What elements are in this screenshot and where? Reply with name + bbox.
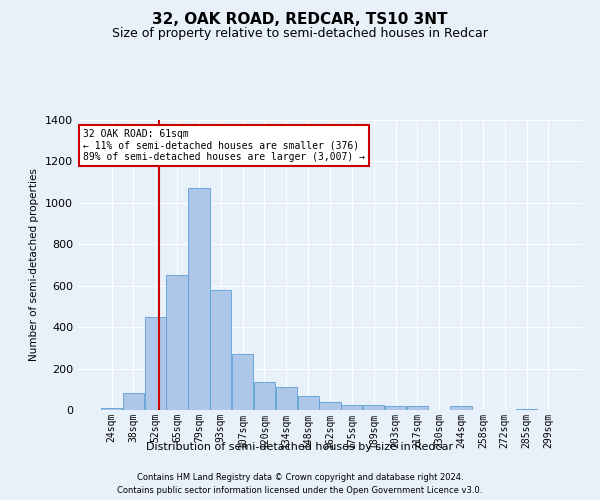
Text: Contains public sector information licensed under the Open Government Licence v3: Contains public sector information licen… bbox=[118, 486, 482, 495]
Bar bbox=[319, 402, 341, 410]
Text: 32 OAK ROAD: 61sqm
← 11% of semi-detached houses are smaller (376)
89% of semi-d: 32 OAK ROAD: 61sqm ← 11% of semi-detache… bbox=[83, 128, 365, 162]
Y-axis label: Number of semi-detached properties: Number of semi-detached properties bbox=[29, 168, 40, 362]
Bar bbox=[341, 405, 362, 410]
Text: Distribution of semi-detached houses by size in Redcar: Distribution of semi-detached houses by … bbox=[146, 442, 454, 452]
Bar bbox=[232, 354, 253, 410]
Text: Contains HM Land Registry data © Crown copyright and database right 2024.: Contains HM Land Registry data © Crown c… bbox=[137, 472, 463, 482]
Bar bbox=[276, 387, 297, 410]
Text: 32, OAK ROAD, REDCAR, TS10 3NT: 32, OAK ROAD, REDCAR, TS10 3NT bbox=[152, 12, 448, 28]
Bar bbox=[166, 276, 188, 410]
Bar bbox=[101, 408, 122, 410]
Bar bbox=[210, 290, 232, 410]
Bar bbox=[516, 409, 537, 410]
Bar bbox=[123, 394, 144, 410]
Bar bbox=[188, 188, 209, 410]
Bar bbox=[385, 406, 406, 410]
Bar bbox=[407, 406, 428, 410]
Bar bbox=[254, 382, 275, 410]
Bar bbox=[451, 406, 472, 410]
Text: Size of property relative to semi-detached houses in Redcar: Size of property relative to semi-detach… bbox=[112, 28, 488, 40]
Bar bbox=[145, 317, 166, 410]
Bar bbox=[298, 396, 319, 410]
Bar bbox=[363, 405, 384, 410]
